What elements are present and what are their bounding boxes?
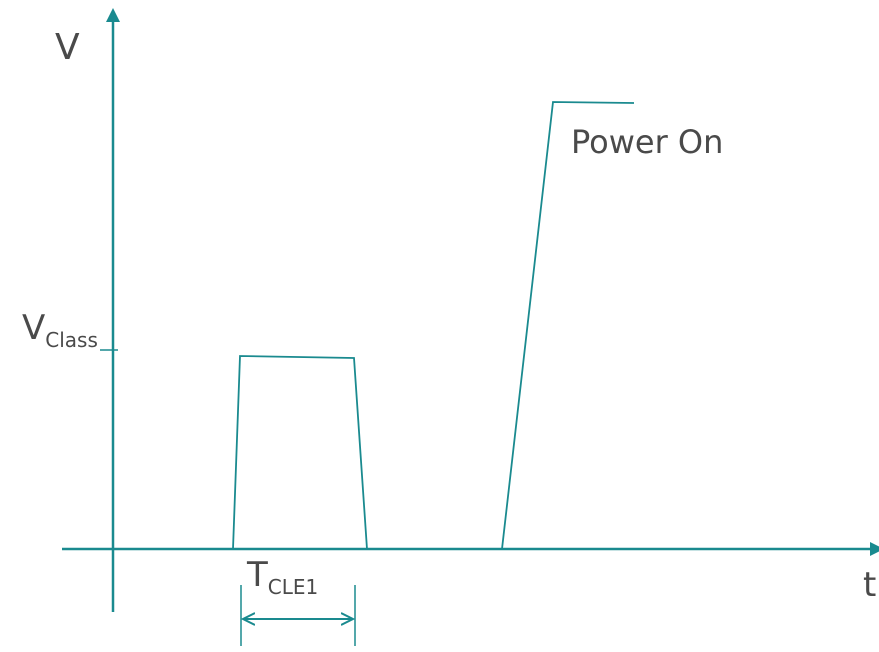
x-axis-label: t xyxy=(863,565,877,605)
power-on-label: Power On xyxy=(571,123,724,161)
x-axis-arrowhead xyxy=(870,542,879,556)
tcle1-label: TCLE1 xyxy=(247,555,318,597)
vclass-label: VClass xyxy=(22,308,98,350)
y-axis-label: V xyxy=(55,27,80,68)
power-on-ramp xyxy=(501,101,635,550)
vclass-label-subscript: Class xyxy=(45,328,98,352)
y-axis-arrowhead xyxy=(106,8,120,22)
tcle1-label-main: T xyxy=(247,555,268,595)
classification-pulse xyxy=(232,355,368,550)
tcle1-label-subscript: CLE1 xyxy=(267,575,319,599)
vclass-label-main: V xyxy=(22,308,46,348)
